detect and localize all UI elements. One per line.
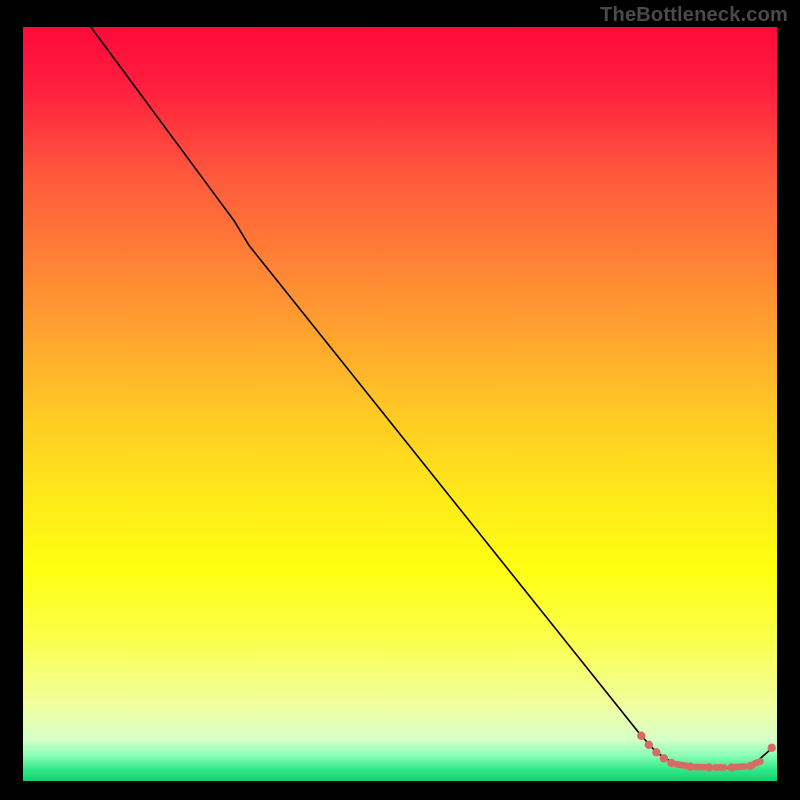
marker-dot [667,759,675,767]
marker-dash [677,764,687,766]
marker-dot [705,763,713,771]
marker-dot [645,741,653,749]
marker-dot [746,762,754,770]
watermark-text: TheBottleneck.com [600,4,788,27]
marker-dot [728,763,736,771]
marker-dot [768,744,776,752]
gradient-background [23,27,777,781]
plot-area [23,27,777,781]
figure-root: TheBottleneck.com [0,0,800,800]
marker-dot [652,748,660,756]
marker-dash [736,767,745,768]
marker-dot [637,732,645,740]
marker-dot [686,762,694,770]
marker-dash [754,761,760,763]
chart-svg [23,27,777,781]
marker-dot [660,754,668,762]
